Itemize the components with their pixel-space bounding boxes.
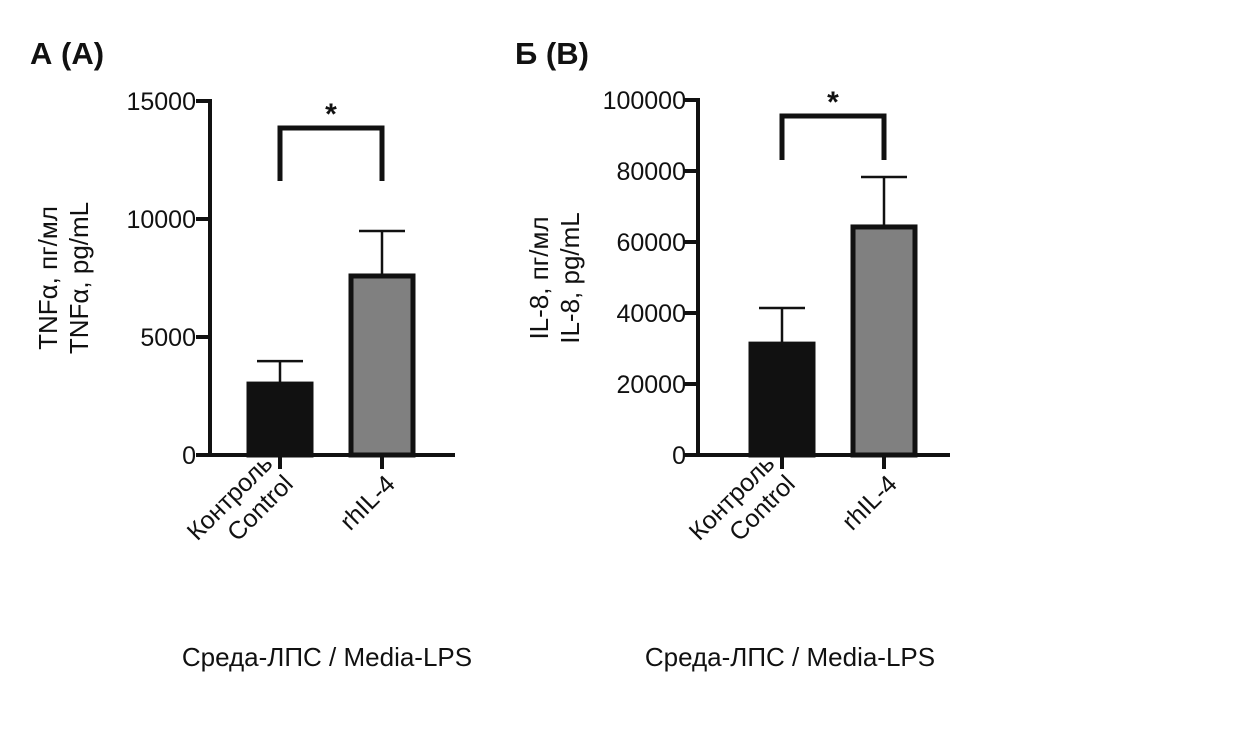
- x-axis-label: Среда-ЛПС / Media-LPS: [182, 642, 472, 672]
- y-tick-label: 100000: [603, 87, 686, 115]
- chart-panel-1: Б (B)КонтрольControl rhIL-402000040000600…: [515, 36, 950, 672]
- y-axis-label: IL-8, пг/мл: [524, 216, 554, 339]
- category-label-line: rhIL-4: [335, 470, 401, 536]
- y-tick-label: 0: [182, 442, 196, 470]
- significance-bracket: [277, 125, 385, 181]
- bar-1: [850, 224, 918, 458]
- y-tick-label: 15000: [126, 88, 196, 116]
- y-axis-label: TNFα, pg/mL: [64, 202, 94, 354]
- bar-0: [748, 341, 816, 458]
- y-tick-label: 0: [672, 442, 686, 470]
- significance-bracket: [779, 113, 887, 160]
- bar-1: [348, 273, 416, 458]
- panel-title: А (A): [30, 36, 104, 71]
- panel-title: Б (B): [515, 36, 589, 71]
- chart-panel-0: А (A)КонтрольControl rhIL-405000100001500…: [30, 36, 472, 672]
- y-axis-label: IL-8, pg/mL: [555, 212, 585, 344]
- y-tick-label: 80000: [616, 158, 686, 186]
- y-tick-label: 10000: [126, 206, 196, 234]
- y-tick-label: 20000: [616, 371, 686, 399]
- significance-label: *: [325, 98, 337, 131]
- significance-label: *: [827, 86, 839, 119]
- y-tick-label: 60000: [616, 229, 686, 257]
- category-label-line: rhIL-4: [837, 470, 903, 536]
- y-tick-label: 40000: [616, 300, 686, 328]
- category-label: rhIL-4: [335, 470, 401, 536]
- bar-0: [246, 381, 314, 458]
- category-label: rhIL-4: [837, 470, 903, 536]
- y-tick-label: 5000: [140, 324, 196, 352]
- y-axis-label: TNFα, пг/мл: [33, 206, 63, 350]
- x-axis-label: Среда-ЛПС / Media-LPS: [645, 642, 935, 672]
